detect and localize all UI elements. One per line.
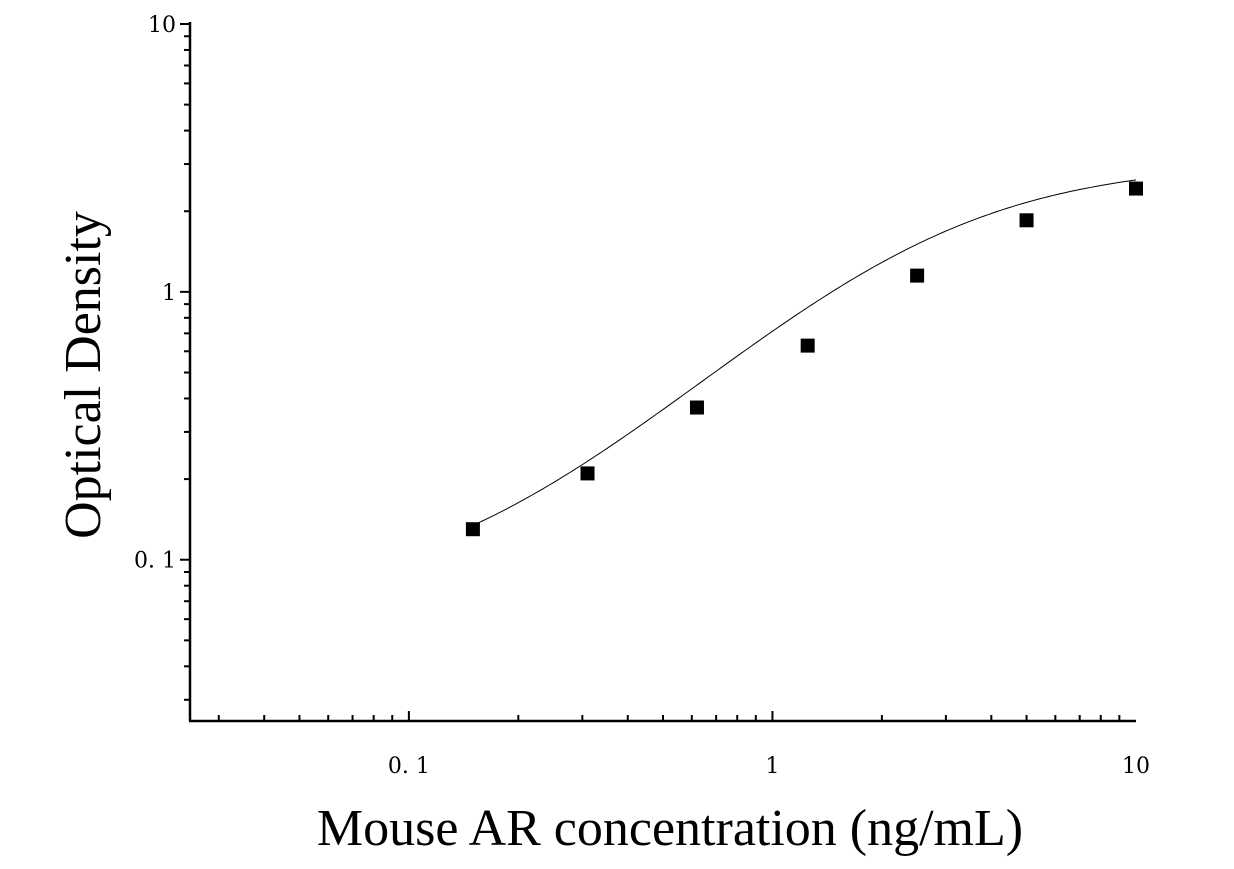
- x-axis-title: Mouse AR concentration (ng/mL): [317, 800, 1023, 857]
- y-tick-label: 10: [148, 13, 176, 38]
- data-point: [689, 400, 704, 415]
- data-point: [465, 522, 480, 537]
- fit-curve-group: [472, 179, 1137, 526]
- data-point: [580, 466, 595, 481]
- x-tick-label: 10: [1122, 754, 1150, 779]
- x-tick-label: 1: [765, 754, 779, 779]
- data-point: [1019, 213, 1034, 228]
- y-tick-label: 0. 1: [134, 549, 176, 574]
- y-axis-title: Optical Density: [55, 211, 112, 539]
- data-points: [465, 181, 1143, 537]
- data-point: [800, 338, 815, 353]
- data-point: [910, 268, 925, 283]
- fit-curve: [472, 179, 1137, 526]
- data-point: [1129, 181, 1143, 196]
- y-tick-label: 1: [162, 281, 176, 306]
- axis-ticks: 0. 1 1 10 0. 1 1 10: [134, 13, 1150, 779]
- x-tick-label: 0. 1: [388, 754, 430, 779]
